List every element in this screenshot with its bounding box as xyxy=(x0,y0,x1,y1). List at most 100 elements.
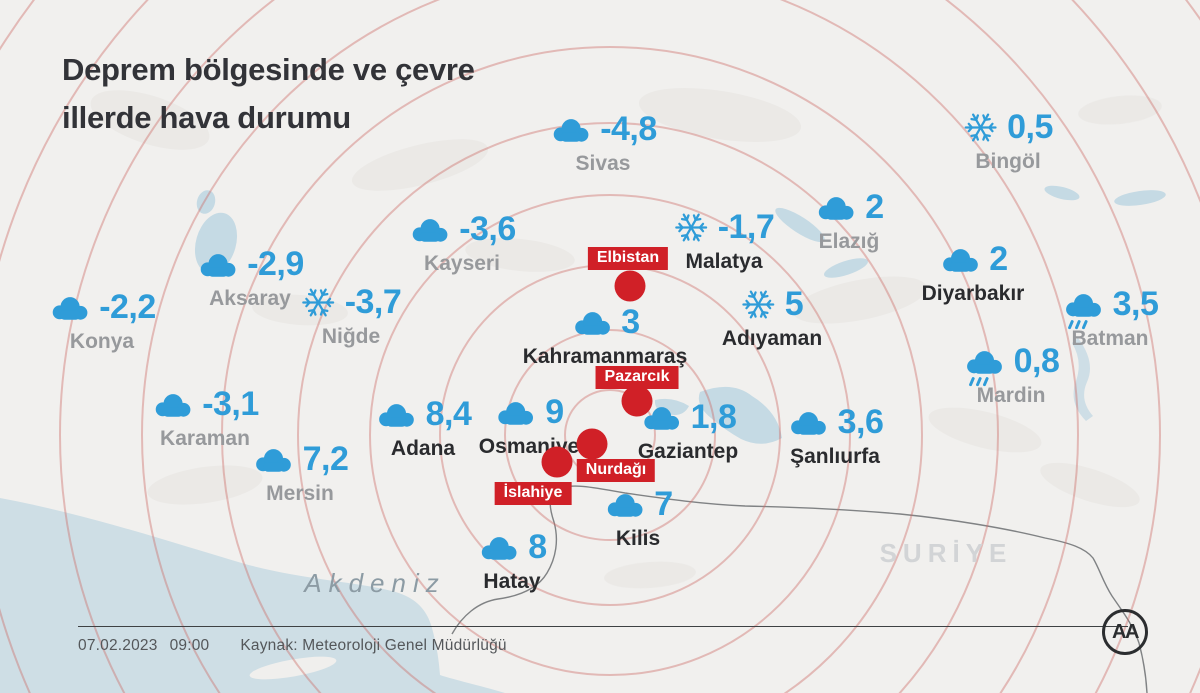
epicenter-dot-elbistan xyxy=(614,270,646,302)
city-label: Kilis xyxy=(615,527,661,550)
footer-source: Kaynak: Meteoroloji Genel Müdürlüğü xyxy=(240,637,507,654)
epicenter-ring xyxy=(504,329,716,541)
epicenter-label-elbistan: Elbistan xyxy=(587,247,669,270)
weather-station-sivas: -4,8 Sivas xyxy=(549,110,657,176)
snowflake-icon xyxy=(301,285,336,320)
station-row: -3,7 xyxy=(301,283,402,322)
snowflake-icon xyxy=(741,287,776,322)
station-row: 3 xyxy=(570,303,640,342)
city-label: Kahramanmaraş xyxy=(522,345,688,368)
city-label: Diyarbakır xyxy=(921,282,1025,305)
station-row: 9 xyxy=(494,393,564,432)
weather-station-kilis: 7 Kilis xyxy=(603,485,673,551)
epicenter-ring xyxy=(141,0,1079,693)
epicenter-label-islahiye: İslahiye xyxy=(494,482,572,505)
epicenter-ring xyxy=(221,46,999,693)
country-label: SURİYE xyxy=(879,538,1013,568)
epicenter-label-pazarcik: Pazarcık xyxy=(595,366,679,389)
temperature-value: -1,7 xyxy=(717,208,775,246)
cloud-icon xyxy=(196,252,238,278)
station-row: 0,5 xyxy=(963,108,1053,147)
cloud-icon xyxy=(375,402,417,428)
cloud-icon xyxy=(814,195,856,221)
weather-station-karaman: -3,1 Karaman xyxy=(151,385,259,451)
city-label: Sivas xyxy=(575,152,631,175)
station-row: 0,8 xyxy=(963,342,1060,386)
city-label: Konya xyxy=(69,330,135,353)
island-cyprus xyxy=(249,656,337,680)
weather-station-adiyaman: 5 Adıyaman xyxy=(722,285,822,351)
cloud-icon xyxy=(570,310,612,336)
weather-station-diyarbakir: 2 Diyarbakır xyxy=(922,240,1025,306)
weather-station-nigde: -3,7 Niğde xyxy=(301,283,402,349)
cloud-icon xyxy=(494,400,536,426)
temperature-value: 3,6 xyxy=(837,403,884,441)
temperature-value: 8,4 xyxy=(425,395,472,433)
cloud-icon xyxy=(787,410,829,436)
weather-station-konya: -2,2 Konya xyxy=(48,288,156,354)
station-row: -3,1 xyxy=(151,385,259,424)
footer-date: 07.02.2023 xyxy=(78,637,158,654)
temperature-value: -3,7 xyxy=(344,283,402,321)
rain-cloud-icon xyxy=(1064,291,1103,329)
weather-station-bingol: 0,5 Bingöl xyxy=(963,108,1053,174)
station-row: 3,6 xyxy=(787,403,884,442)
temperature-value: 3 xyxy=(621,303,640,341)
city-label: Niğde xyxy=(321,325,381,348)
cloud-icon xyxy=(603,492,645,518)
snowflake-icon xyxy=(674,210,709,245)
cloud-icon xyxy=(48,295,90,321)
city-label: Kayseri xyxy=(424,252,500,275)
city-label: Gaziantep xyxy=(637,440,739,463)
station-row: 7,2 xyxy=(252,440,349,479)
border-syria xyxy=(451,485,1148,693)
temperature-value: 9 xyxy=(545,393,564,431)
temperature-value: 0,5 xyxy=(1007,108,1053,146)
station-row: 2 xyxy=(814,188,884,227)
epicenter-ring xyxy=(369,194,851,676)
cloud-icon xyxy=(477,535,519,561)
weather-station-kayseri: -3,6 Kayseri xyxy=(408,210,516,276)
weather-station-batman: 3,5 Batman xyxy=(1062,285,1159,351)
temperature-value: 5 xyxy=(784,285,804,323)
station-row: -2,9 xyxy=(196,245,304,284)
city-label: Adana xyxy=(390,437,456,460)
weather-station-aksaray: -2,9 Aksaray xyxy=(196,245,304,311)
city-label: Hatay xyxy=(483,570,541,593)
station-row: 2 xyxy=(938,240,1008,279)
station-row: -4,8 xyxy=(549,110,657,149)
weather-station-malatya: -1,7 Malatya xyxy=(674,208,775,274)
station-row: -3,6 xyxy=(408,210,516,249)
aa-agency-logo: AA xyxy=(1102,609,1148,655)
weather-station-elazig: 2 Elazığ xyxy=(814,188,885,254)
city-label: Elazığ xyxy=(818,230,880,253)
city-label: Şanlıurfa xyxy=(790,445,880,468)
aa-logo-text: AA xyxy=(1112,620,1139,643)
rain-cloud-icon xyxy=(965,348,1004,386)
lakes xyxy=(194,185,1166,444)
snowflake-icon xyxy=(963,110,998,145)
station-row: 1,8 xyxy=(640,398,737,437)
temperature-value: 3,5 xyxy=(1112,285,1159,323)
weather-station-mardin: 0,8 Mardin xyxy=(963,342,1060,408)
temperature-value: 7 xyxy=(654,485,673,523)
temperature-value: -2,9 xyxy=(247,245,304,283)
footer-divider xyxy=(78,626,1128,627)
footer-time: 09:00 xyxy=(169,637,210,654)
city-label: Aksaray xyxy=(209,287,291,310)
cloud-icon xyxy=(151,392,193,418)
sea-mediterranean xyxy=(0,498,505,693)
page-title-line2: illerde hava durumu xyxy=(62,100,351,135)
footer: 07.02.2023 09:00 Kaynak: Meteoroloji Genel… xyxy=(78,637,507,655)
weather-station-sanliurfa: 3,6 Şanlıurfa xyxy=(787,403,884,469)
temperature-value: -2,2 xyxy=(99,288,156,326)
page-title: Deprem bölgesinde ve çevre illerde hava … xyxy=(62,46,475,142)
station-row: 3,5 xyxy=(1062,285,1159,329)
cloud-icon xyxy=(252,447,294,473)
city-label: Karaman xyxy=(160,427,250,450)
station-row: 8 xyxy=(477,528,547,567)
temperature-value: 2 xyxy=(865,188,884,226)
